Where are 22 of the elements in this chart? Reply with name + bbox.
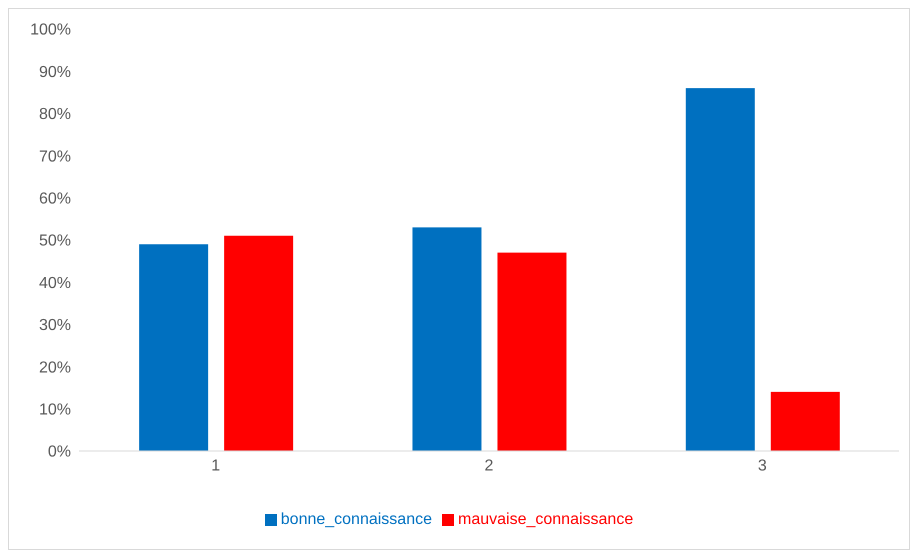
y-tick-label: 60% xyxy=(38,190,71,208)
bar xyxy=(139,244,208,451)
y-tick-label: 90% xyxy=(38,64,71,81)
y-tick-label: 40% xyxy=(38,274,71,292)
y-tick-label: 30% xyxy=(38,317,71,334)
y-tick-label: 80% xyxy=(38,106,71,124)
legend-label: mauvaise_connaissance xyxy=(458,511,634,528)
x-tick-label: 1 xyxy=(211,457,220,474)
bar xyxy=(770,392,840,451)
x-tick-label: 3 xyxy=(758,457,767,474)
y-tick-label: 20% xyxy=(38,359,71,376)
y-tick-label: 50% xyxy=(38,232,71,250)
y-tick-label: 70% xyxy=(38,148,71,166)
bar xyxy=(412,227,482,451)
legend-label: bonne_connaissance xyxy=(280,511,432,528)
y-tick-label: 100% xyxy=(30,22,71,39)
x-tick-label: 2 xyxy=(484,457,494,474)
y-tick-label: 10% xyxy=(38,401,71,418)
bar xyxy=(497,252,566,451)
bar xyxy=(686,88,755,451)
y-tick-label: 0% xyxy=(48,444,71,461)
bar xyxy=(224,236,294,451)
